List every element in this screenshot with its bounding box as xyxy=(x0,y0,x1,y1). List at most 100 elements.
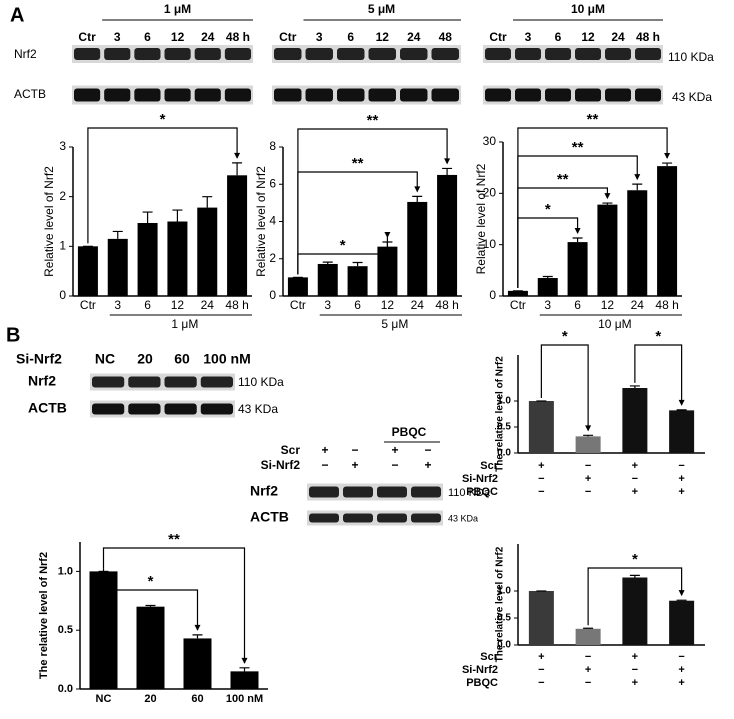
x-tick-label: NC xyxy=(96,693,112,705)
error-bar xyxy=(542,275,553,279)
blot-band xyxy=(545,48,571,60)
error-bar xyxy=(172,209,183,222)
bar xyxy=(627,190,648,296)
x-axis-label: 10 μM xyxy=(598,317,632,331)
row-label: ACTB xyxy=(28,400,67,416)
size-label: 110 KDa xyxy=(668,50,714,64)
blot-band xyxy=(194,48,221,60)
blot-band xyxy=(274,48,302,60)
blot-band xyxy=(431,88,459,102)
lane-label: 6 xyxy=(555,30,562,44)
condition-sign: − xyxy=(632,664,638,676)
y-axis-label: Relative level of Nrf2 xyxy=(42,166,56,277)
significance-label: ** xyxy=(168,531,180,548)
bar xyxy=(77,246,98,296)
y-tick-label: 20 xyxy=(483,186,497,200)
significance-label: ** xyxy=(352,155,364,172)
blot-band xyxy=(337,88,365,102)
bar xyxy=(287,277,308,296)
blot-band xyxy=(134,88,161,102)
bracket-arrow xyxy=(444,158,451,165)
x-axis-label: 1 μM xyxy=(171,317,198,331)
lane-label: 3 xyxy=(525,30,532,44)
error-bar xyxy=(602,202,613,205)
x-tick-label: 3 xyxy=(324,298,331,312)
blot-band xyxy=(635,88,661,102)
x-tick-label: 12 xyxy=(381,298,395,312)
blot-band xyxy=(431,48,459,60)
blot-band xyxy=(200,403,233,415)
y-tick-label: 3 xyxy=(59,139,66,153)
blot-background xyxy=(307,510,443,526)
condition-sign: + xyxy=(632,651,638,663)
bar xyxy=(528,591,554,645)
error-bar xyxy=(442,167,453,175)
x-axis-label: 5 μM xyxy=(381,317,408,331)
bar xyxy=(507,290,528,296)
lane-label: 3 xyxy=(316,30,323,44)
blot-band xyxy=(368,48,396,60)
condition-sign: + xyxy=(538,651,544,663)
x-tick-label: 6 xyxy=(354,298,361,312)
x-tick-label: 3 xyxy=(544,298,551,312)
error-bar xyxy=(632,183,643,191)
lane-label: 100 nM xyxy=(203,351,250,367)
significance-bracket xyxy=(634,344,683,405)
condition-sign: − xyxy=(678,460,684,472)
significance-bracket xyxy=(517,187,609,288)
blot-band xyxy=(128,376,161,388)
error-bar xyxy=(239,667,250,672)
bracket-arrow xyxy=(634,174,641,181)
blot-band xyxy=(411,513,441,523)
significance-label: ** xyxy=(557,171,569,188)
significance-label: * xyxy=(562,328,568,345)
bracket-arrow xyxy=(585,425,592,432)
blot-band xyxy=(164,88,191,102)
blot-band xyxy=(134,48,161,60)
x-tick-label: Ctr xyxy=(80,298,96,312)
y-tick-label: 0.0 xyxy=(58,683,73,695)
condition-sign: + xyxy=(585,664,591,676)
condition-sign: + xyxy=(678,486,684,498)
condition-sign: + xyxy=(391,443,398,457)
x-tick-label: 3 xyxy=(114,298,121,312)
significance-label: ** xyxy=(572,139,584,156)
lane-label: 24 xyxy=(407,30,421,44)
bracket-arrow xyxy=(574,227,581,234)
condition-label: Scr xyxy=(480,651,498,663)
bracket-arrow xyxy=(194,624,201,631)
bar xyxy=(622,388,648,453)
bar xyxy=(537,278,558,296)
blot-background xyxy=(90,373,235,391)
condition-sign: + xyxy=(424,458,431,472)
bar xyxy=(347,266,368,296)
bar xyxy=(622,577,648,645)
x-tick-label: 48 h xyxy=(655,298,678,312)
condition-sign: + xyxy=(351,458,358,472)
bar xyxy=(230,671,259,689)
blot-band xyxy=(224,48,251,60)
condition-sign: − xyxy=(538,677,544,689)
y-tick-label: 6 xyxy=(269,176,276,190)
condition-label: PBQC xyxy=(466,677,498,689)
significance-label: * xyxy=(148,573,154,590)
y-tick-label: 0.5 xyxy=(58,624,73,636)
condition-label: PBQC xyxy=(466,486,498,498)
error-bar xyxy=(322,261,333,264)
y-tick-label: 2 xyxy=(269,251,276,265)
condition-sign: − xyxy=(585,651,591,663)
error-bar xyxy=(676,409,687,411)
panel-label: B xyxy=(6,324,20,346)
y-tick-label: 0 xyxy=(489,288,496,302)
concentration-label: 5 μM xyxy=(368,2,395,16)
error-bar xyxy=(145,604,156,607)
lane-label: 12 xyxy=(376,30,390,44)
x-tick-label: 48 h xyxy=(435,298,458,312)
bracket-arrow xyxy=(678,399,685,406)
bar xyxy=(407,201,428,296)
lane-label: 12 xyxy=(581,30,595,44)
bracket-arrow xyxy=(604,193,611,200)
y-tick-label: 10 xyxy=(483,237,497,251)
y-axis-label: Relative level of Nrf2 xyxy=(254,166,268,277)
y-tick-label: 0.0 xyxy=(497,448,511,459)
